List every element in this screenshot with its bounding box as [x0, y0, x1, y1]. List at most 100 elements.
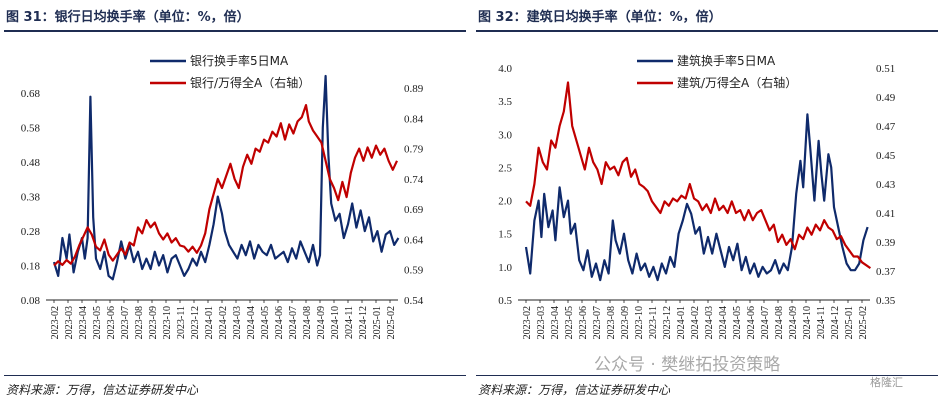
x-axis-tick-label: 2024-08 [302, 306, 313, 339]
right-axis-tick-label: 0.37 [876, 266, 896, 278]
x-axis-tick-label: 2025-02 [858, 306, 869, 339]
left-axis-tick-label: 0.5 [498, 295, 512, 307]
x-axis-tick-label: 2023-07 [592, 306, 603, 339]
right-axis-tick-label: 0.69 [404, 204, 424, 216]
bank-turnover-chart: 0.08 0.18 0.28 0.38 0.48 0.58 0.68 0.54 0.59 0.64… [21, 53, 424, 339]
watermark-logo: 格隆汇 [870, 376, 903, 389]
left-axis-tick-label: 3.0 [498, 129, 512, 141]
legend-entry: 建筑换手率5日MA [677, 53, 776, 68]
source-rule [476, 375, 938, 376]
x-axis-tick-label: 2023-03 [536, 306, 547, 339]
x-axis-tick-label: 2024-11 [816, 306, 827, 339]
left-axis-tick-label: 0.08 [21, 295, 41, 307]
left-axis-tick-label: 3.5 [498, 96, 512, 108]
x-axis-tick-label: 2023-10 [162, 306, 173, 339]
x-axis-tick-label: 2025-01 [844, 306, 855, 339]
x-axis-tick-label: 2024-03 [704, 306, 715, 339]
right-axis-tick-label: 0.43 [876, 179, 896, 191]
left-axis-tick-label: 0.28 [21, 226, 41, 238]
x-axis-tick-label: 2023-12 [662, 306, 673, 339]
figure-31-panel: 图 31：银行日均换手率（单位：%，倍） 0.08 0.18 0.28 0.38 0.4… [4, 10, 466, 397]
turnover-ma-series-line [52, 74, 400, 281]
legend-entry: 银行换手率5日MA [190, 53, 289, 68]
left-axis-tick-label: 0.58 [21, 123, 41, 135]
left-axis-tick-label: 0.38 [21, 192, 41, 204]
source-note: 资料来源：万得，信达证券研发中心 [478, 383, 671, 397]
left-axis-tick-label: 2.0 [498, 196, 512, 208]
x-axis-tick-label: 2023-06 [578, 306, 589, 339]
left-axis-tick-label: 1.0 [498, 262, 512, 274]
left-axis-tick-label: 4.0 [498, 63, 512, 75]
title-rule [4, 30, 466, 32]
right-axis-tick-label: 0.59 [404, 265, 424, 277]
x-axis-tick-label: 2024-04 [246, 306, 257, 339]
x-axis-tick-label: 2023-11 [176, 306, 187, 339]
x-axis-tick-label: 2023-05 [564, 306, 575, 339]
x-axis-tick-label: 2023-11 [648, 306, 659, 339]
right-axis-tick-label: 0.41 [876, 208, 895, 220]
legend-entry: 建筑/万得全A（右轴） [677, 75, 797, 90]
x-axis-tick-label: 2024-10 [330, 306, 341, 339]
x-axis-tick-label: 2025-01 [372, 306, 383, 339]
x-axis-tick-label: 2024-05 [260, 306, 271, 339]
x-axis-tick-label: 2024-07 [288, 306, 299, 339]
x-axis-tick-label: 2023-04 [550, 306, 561, 339]
right-axis-tick-label: 0.51 [876, 63, 895, 75]
left-axis-tick-label: 0.18 [21, 261, 41, 273]
x-axis-tick-label: 2024-07 [760, 306, 771, 339]
right-axis-tick-label: 0.74 [404, 174, 424, 186]
x-axis-tick-label: 2023-12 [190, 306, 201, 339]
x-axis-tick-label: 2023-02 [50, 306, 61, 339]
x-axis-tick-label: 2023-06 [106, 306, 117, 339]
right-axis-tick-label: 0.64 [404, 234, 424, 246]
right-axis-tick-label: 0.54 [404, 295, 424, 307]
right-axis-tick-label: 0.79 [404, 144, 424, 156]
x-axis-tick-label: 2024-04 [718, 306, 729, 339]
figure-title: 图 31：银行日均换手率（单位：%，倍） [6, 10, 250, 25]
x-axis-tick-label: 2024-03 [232, 306, 243, 339]
x-axis-tick-label: 2023-08 [134, 306, 145, 339]
x-axis-tick-label: 2024-06 [274, 306, 285, 339]
x-axis-tick-label: 2023-02 [522, 306, 533, 339]
x-axis-tick-label: 2024-09 [316, 306, 327, 339]
right-axis-tick-label: 0.47 [876, 121, 896, 133]
x-axis-tick-label: 2023-07 [120, 306, 131, 339]
right-axis-tick-label: 0.35 [876, 295, 896, 307]
figure-title: 图 32：建筑日均换手率（单位：%，倍） [478, 10, 722, 25]
left-axis-tick-label: 0.68 [21, 88, 41, 100]
x-axis-tick-label: 2024-12 [358, 306, 369, 339]
right-axis-tick-label: 0.49 [876, 92, 896, 104]
x-axis-tick-label: 2024-02 [218, 306, 229, 339]
x-axis-tick-label: 2024-02 [690, 306, 701, 339]
x-axis-tick-label: 2024-08 [774, 306, 785, 339]
construction-turnover-chart: 0.5 1.0 1.5 2.0 2.5 3.0 3.5 4.0 0.35 0.37 0.39 0.41… [498, 53, 896, 339]
x-axis-tick-label: 2024-06 [746, 306, 757, 339]
x-axis-tick-label: 2023-03 [64, 306, 75, 339]
x-axis-tick-label: 2024-10 [802, 306, 813, 339]
relative-ratio-series-line [53, 104, 398, 267]
watermark-text: 公众号 · 樊继拓投资策略 [594, 355, 781, 375]
x-axis-tick-label: 2024-01 [204, 306, 215, 339]
left-axis-tick-label: 0.48 [21, 157, 41, 169]
x-axis-tick-label: 2023-08 [606, 306, 617, 339]
left-axis-tick-label: 2.5 [498, 162, 512, 174]
x-axis-tick-label: 2024-12 [830, 306, 841, 339]
right-axis-tick-label: 0.45 [876, 150, 896, 162]
x-axis-tick-label: 2024-11 [344, 306, 355, 339]
right-axis-tick-label: 0.84 [404, 113, 424, 125]
legend-entry: 银行/万得全A（右轴） [190, 75, 310, 90]
source-rule [4, 375, 466, 376]
turnover-ma-series-line [524, 113, 869, 282]
x-axis-tick-label: 2023-09 [620, 306, 631, 339]
source-note: 资料来源：万得，信达证券研发中心 [6, 383, 199, 397]
title-rule [476, 30, 938, 32]
x-axis-tick-label: 2025-02 [386, 306, 397, 339]
right-axis-tick-label: 0.89 [404, 83, 424, 95]
left-axis-tick-label: 1.5 [498, 229, 512, 241]
x-axis-tick-label: 2023-09 [148, 306, 159, 339]
x-axis-tick-label: 2023-05 [92, 306, 103, 339]
x-axis-tick-label: 2023-04 [78, 306, 89, 339]
figure-32-panel: 图 32：建筑日均换手率（单位：%，倍） 0.5 1.0 1.5 2.0 2.5 3.0 3… [472, 0, 944, 402]
relative-ratio-series-line [525, 81, 872, 270]
x-axis-tick-label: 2024-01 [676, 306, 687, 339]
